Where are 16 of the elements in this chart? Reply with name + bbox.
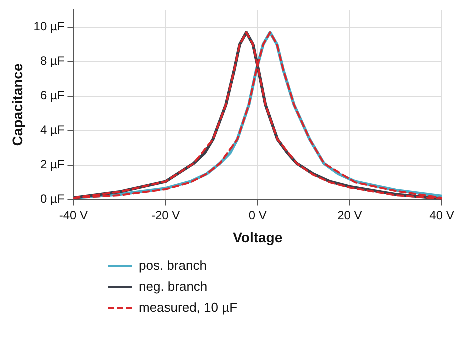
x-tick-label: 40 V [430,208,454,222]
legend-label: pos. branch [139,258,207,273]
y-tick-label: 8 µF [40,54,65,68]
y-tick-label: 6 µF [40,88,65,103]
y-tick-label: 4 µF [40,123,65,138]
x-axis-title: Voltage [233,229,283,246]
legend-label: neg. branch [139,279,208,294]
x-tick-label: 20 V [338,208,362,222]
y-tick-label: 10 µF [34,20,65,34]
y-axis-title: Capacitance [9,64,26,146]
y-tick-label: 2 µF [40,158,65,172]
y-tick-label: 0 µF [40,192,65,206]
legend-label: measured, 10 µF [139,300,238,315]
x-tick-label: -40 V [59,208,88,222]
x-tick-label: -20 V [151,208,180,222]
x-tick-label: 0 V [248,208,267,222]
